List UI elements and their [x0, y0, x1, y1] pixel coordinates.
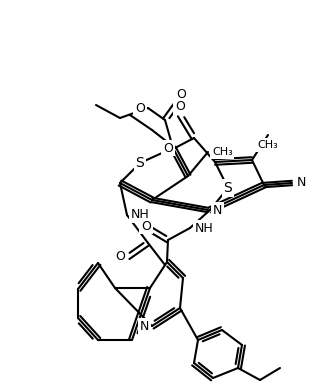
- Text: O: O: [135, 101, 145, 114]
- Text: CH₃: CH₃: [258, 140, 278, 150]
- Text: S: S: [136, 156, 145, 170]
- Text: N: N: [213, 204, 222, 217]
- Text: S: S: [224, 181, 232, 195]
- Text: N: N: [140, 319, 149, 333]
- Text: NH: NH: [195, 222, 214, 235]
- Text: O: O: [115, 250, 125, 263]
- Text: O: O: [163, 141, 173, 154]
- Text: O: O: [175, 100, 185, 113]
- Text: N: N: [297, 177, 306, 189]
- Text: CH₃: CH₃: [212, 147, 233, 157]
- Text: NH: NH: [131, 209, 150, 222]
- Text: O: O: [176, 88, 186, 101]
- Text: O: O: [141, 220, 151, 232]
